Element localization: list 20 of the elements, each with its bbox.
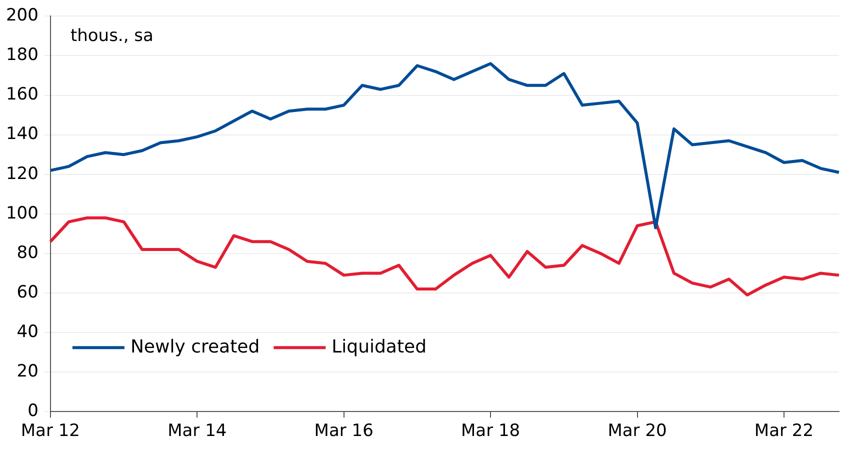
legend-label: Liquidated	[332, 336, 427, 358]
y-tick-label: 100	[6, 203, 38, 224]
y-tick-label: 0	[28, 401, 38, 422]
y-tick-label: 20	[16, 361, 38, 382]
y-tick-label: 40	[16, 322, 38, 342]
legend-label: Newly created	[130, 336, 260, 358]
y-tick-label: 120	[6, 164, 38, 184]
x-tick-label: Mar 16	[314, 421, 374, 442]
y-tick-label: 200	[6, 6, 38, 26]
x-tick-label: Mar 22	[754, 421, 814, 442]
y-tick-label: 60	[16, 282, 38, 302]
x-tick-label: Mar 14	[168, 421, 227, 442]
x-tick-label: Mar 20	[608, 421, 667, 442]
x-tick-label: Mar 18	[461, 421, 520, 442]
y-tick-label: 80	[16, 242, 38, 263]
annotation: thous., sa	[70, 26, 154, 46]
x-tick-label: Mar 12	[20, 421, 80, 442]
y-tick-label: 180	[6, 45, 38, 66]
y-tick-label: 160	[6, 84, 38, 105]
y-tick-label: 140	[6, 124, 38, 144]
